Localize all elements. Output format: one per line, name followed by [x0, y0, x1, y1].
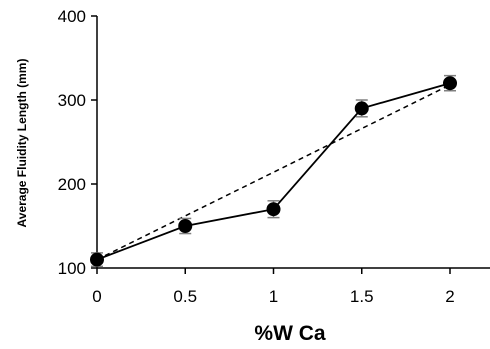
- y-tick-label: 100: [58, 259, 86, 278]
- trend-series: [96, 84, 451, 261]
- data-series: [96, 82, 451, 261]
- data-point: [443, 76, 457, 91]
- data-point: [354, 101, 369, 116]
- y-tick-label: 300: [58, 91, 86, 110]
- y-ticks: 100 200 300 400: [58, 7, 97, 278]
- data-point: [266, 202, 281, 217]
- axes: [96, 16, 490, 269]
- x-tick-label: 1: [269, 287, 278, 306]
- x-tick-label: 0.5: [173, 287, 197, 306]
- error-bars: [91, 74, 456, 268]
- data-point: [90, 252, 104, 267]
- x-axis-label: %W Ca: [254, 322, 325, 345]
- x-tick-label: 0: [92, 287, 101, 306]
- series-line: [96, 82, 451, 261]
- data-markers: [90, 76, 457, 267]
- x-tick-label: 2: [445, 287, 454, 306]
- trend-line: [96, 84, 451, 261]
- y-tick-label: 400: [58, 7, 86, 26]
- y-tick-label: 200: [58, 175, 86, 194]
- x-ticks: 0 0.5 1 1.5 2: [92, 268, 455, 306]
- y-axis-label: Average Fluidity Length (mm): [15, 59, 29, 228]
- data-point: [178, 219, 193, 233]
- x-tick-label: 1.5: [350, 287, 374, 306]
